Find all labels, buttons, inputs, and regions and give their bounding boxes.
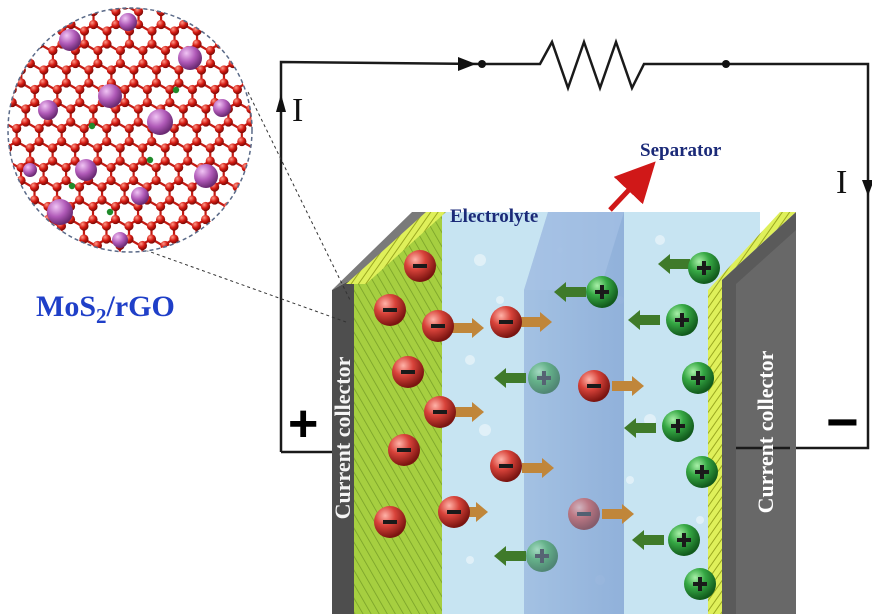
drift-arrow-left-icon <box>494 546 526 566</box>
cation-plus-icon <box>666 304 698 336</box>
current-arrow-icon <box>862 180 872 196</box>
anion-minus-icon <box>422 310 454 342</box>
positive-terminal-sign: + <box>288 395 319 453</box>
anion-minus-icon <box>374 294 406 326</box>
cation-plus-icon <box>586 276 618 308</box>
cation-plus-icon <box>682 362 714 394</box>
current-collector-left-label: Current collector <box>330 356 355 520</box>
zoom-guide-line <box>247 91 351 301</box>
electrode-left-top <box>346 212 446 284</box>
current-label-right: I <box>836 164 848 201</box>
external-circuit <box>276 38 872 454</box>
inset-border <box>7 7 253 253</box>
cation-plus-icon <box>684 568 716 600</box>
drift-arrow-left-icon <box>554 282 586 302</box>
drift-arrow-right-icon <box>612 376 644 396</box>
anion-minus-icon <box>404 250 436 282</box>
anion-minus-icon <box>568 498 600 530</box>
current-collector-right-face <box>736 230 796 614</box>
s-atoms <box>68 86 180 216</box>
separator-pointer-arrow <box>608 161 656 212</box>
anion-minus-icon <box>438 496 470 528</box>
wire-node <box>478 60 486 68</box>
anion-minus-icon <box>490 450 522 482</box>
current-arrow-icon <box>276 94 286 112</box>
anion-minus-icon <box>374 506 406 538</box>
wire-right <box>726 62 870 450</box>
drift-arrow-left-icon <box>494 368 526 388</box>
ions-layer <box>374 250 720 600</box>
anion-minus-icon <box>392 356 424 388</box>
cation-plus-icon <box>686 456 718 488</box>
negative-terminal-sign: − <box>826 390 859 453</box>
drift-arrow-left-icon <box>628 310 660 330</box>
drift-arrow-right-icon <box>522 458 554 478</box>
electrode-right <box>708 280 722 614</box>
drift-arrow-left-icon <box>658 254 690 274</box>
anion-minus-icon <box>388 434 420 466</box>
anion-minus-icon <box>578 370 610 402</box>
current-label-left: I <box>292 92 304 129</box>
wire-node <box>722 60 730 68</box>
cation-plus-icon <box>668 524 700 556</box>
anion-minus-icon <box>424 396 456 428</box>
cation-plus-icon <box>662 410 694 442</box>
drift-arrow-left-icon <box>624 418 656 438</box>
electrolyte-label: Electrolyte <box>450 206 539 227</box>
drift-arrow-right-icon <box>520 312 552 332</box>
cation-plus-icon <box>526 540 558 572</box>
wire-top <box>279 60 483 452</box>
cation-plus-icon <box>688 252 720 284</box>
separator-label: Separator <box>640 140 722 161</box>
cation-plus-icon <box>528 362 560 394</box>
drift-arrow-left-icon <box>632 530 664 550</box>
drift-arrow-right-icon <box>602 504 634 524</box>
mo-atoms <box>23 13 246 248</box>
current-collector-right-label: Current collector <box>753 350 778 514</box>
resistor-icon <box>482 38 726 92</box>
electrode-right-top <box>708 212 796 290</box>
current-collector-left <box>332 278 354 614</box>
drift-arrow-right-icon <box>452 318 484 338</box>
material-label: MoS2/rGO <box>36 290 175 329</box>
separator-edge <box>524 212 624 290</box>
anion-minus-icon <box>490 306 522 338</box>
supercapacitor-cell <box>332 212 796 614</box>
drift-arrow-right-icon <box>452 402 484 422</box>
current-arrow-icon <box>458 57 476 71</box>
